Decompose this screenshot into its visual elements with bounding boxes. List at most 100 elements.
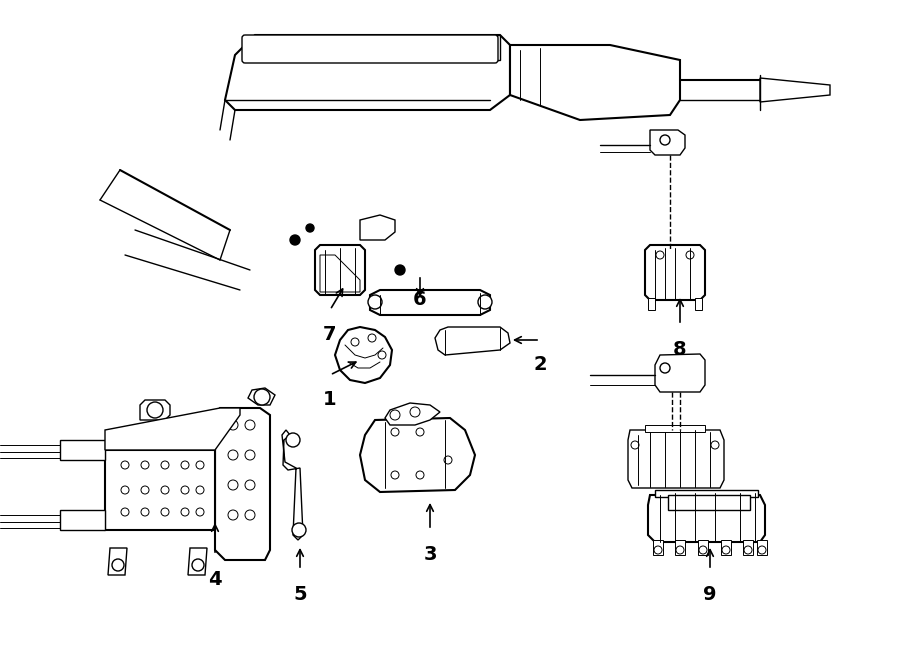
Circle shape xyxy=(245,420,255,430)
Polygon shape xyxy=(757,540,767,555)
Polygon shape xyxy=(105,408,240,450)
Circle shape xyxy=(410,407,420,417)
Polygon shape xyxy=(645,245,705,300)
Circle shape xyxy=(290,235,300,245)
Text: 3: 3 xyxy=(423,545,436,564)
Polygon shape xyxy=(315,245,365,295)
Circle shape xyxy=(378,351,386,359)
Circle shape xyxy=(758,546,766,554)
Circle shape xyxy=(391,471,399,479)
Circle shape xyxy=(722,546,730,554)
Circle shape xyxy=(121,461,129,469)
Circle shape xyxy=(196,508,204,516)
Circle shape xyxy=(228,510,238,520)
Circle shape xyxy=(141,486,149,494)
Polygon shape xyxy=(628,430,724,488)
Circle shape xyxy=(711,441,719,449)
Polygon shape xyxy=(60,510,105,530)
Circle shape xyxy=(245,450,255,460)
Polygon shape xyxy=(695,298,702,310)
Circle shape xyxy=(395,265,405,275)
Circle shape xyxy=(660,135,670,145)
Circle shape xyxy=(286,433,300,447)
Text: 9: 9 xyxy=(703,585,716,604)
Polygon shape xyxy=(225,35,510,110)
Polygon shape xyxy=(648,298,655,310)
Polygon shape xyxy=(655,354,705,392)
Circle shape xyxy=(245,510,255,520)
Polygon shape xyxy=(188,548,207,575)
Polygon shape xyxy=(108,548,127,575)
Circle shape xyxy=(181,461,189,469)
Polygon shape xyxy=(760,78,830,102)
Circle shape xyxy=(631,441,639,449)
Text: 1: 1 xyxy=(323,390,337,409)
Circle shape xyxy=(161,486,169,494)
Circle shape xyxy=(478,295,492,309)
Circle shape xyxy=(228,420,238,430)
Text: 5: 5 xyxy=(293,585,307,604)
Polygon shape xyxy=(698,540,708,555)
Polygon shape xyxy=(385,403,440,425)
Circle shape xyxy=(654,546,662,554)
Circle shape xyxy=(699,546,707,554)
Polygon shape xyxy=(360,215,395,240)
Circle shape xyxy=(141,461,149,469)
Polygon shape xyxy=(255,35,500,60)
Polygon shape xyxy=(743,540,753,555)
Circle shape xyxy=(192,559,204,571)
Circle shape xyxy=(368,334,376,342)
Text: 8: 8 xyxy=(673,340,687,359)
Circle shape xyxy=(121,508,129,516)
Circle shape xyxy=(196,486,204,494)
Circle shape xyxy=(112,559,124,571)
Text: 7: 7 xyxy=(323,325,337,344)
Circle shape xyxy=(660,363,670,373)
Circle shape xyxy=(686,251,694,259)
Circle shape xyxy=(228,450,238,460)
Circle shape xyxy=(196,461,204,469)
Polygon shape xyxy=(721,540,731,555)
Circle shape xyxy=(292,523,306,537)
Text: 6: 6 xyxy=(413,290,427,309)
Polygon shape xyxy=(675,540,685,555)
Polygon shape xyxy=(648,495,765,542)
Circle shape xyxy=(390,410,400,420)
Circle shape xyxy=(306,224,314,232)
Circle shape xyxy=(351,338,359,346)
Polygon shape xyxy=(655,490,758,497)
Polygon shape xyxy=(645,425,705,432)
FancyBboxPatch shape xyxy=(242,35,498,63)
Circle shape xyxy=(161,461,169,469)
Polygon shape xyxy=(282,430,303,540)
Circle shape xyxy=(141,508,149,516)
Circle shape xyxy=(245,480,255,490)
Circle shape xyxy=(147,402,163,418)
Circle shape xyxy=(368,295,382,309)
Circle shape xyxy=(416,471,424,479)
Polygon shape xyxy=(360,418,475,492)
Circle shape xyxy=(181,486,189,494)
Polygon shape xyxy=(320,255,360,292)
Polygon shape xyxy=(215,408,270,560)
Polygon shape xyxy=(248,388,275,405)
Circle shape xyxy=(161,508,169,516)
Polygon shape xyxy=(510,45,680,120)
Circle shape xyxy=(656,251,664,259)
Text: 4: 4 xyxy=(208,570,221,589)
Text: 2: 2 xyxy=(533,355,547,374)
Circle shape xyxy=(254,389,270,405)
Polygon shape xyxy=(668,495,750,510)
Polygon shape xyxy=(140,400,170,420)
Polygon shape xyxy=(435,327,510,355)
Circle shape xyxy=(416,428,424,436)
Polygon shape xyxy=(370,290,490,315)
Circle shape xyxy=(121,486,129,494)
Polygon shape xyxy=(60,440,105,460)
Polygon shape xyxy=(335,327,392,383)
Circle shape xyxy=(391,428,399,436)
Polygon shape xyxy=(650,130,685,155)
Circle shape xyxy=(676,546,684,554)
Polygon shape xyxy=(105,450,215,530)
Polygon shape xyxy=(653,540,663,555)
